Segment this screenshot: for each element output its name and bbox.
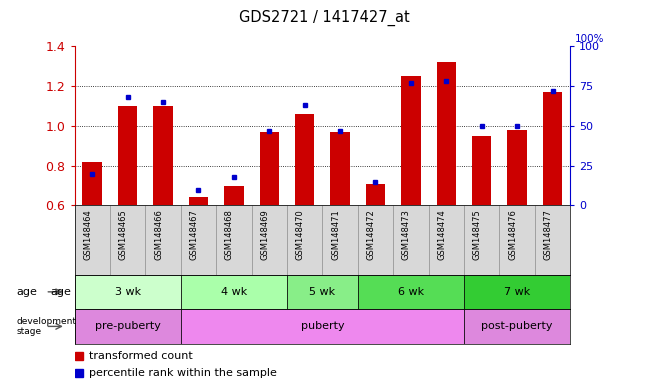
Text: 4 wk: 4 wk bbox=[221, 287, 247, 297]
Bar bbox=[358, 205, 393, 275]
Text: 100%: 100% bbox=[575, 35, 605, 45]
Text: GSM148465: GSM148465 bbox=[119, 209, 128, 260]
Text: 6 wk: 6 wk bbox=[398, 287, 424, 297]
Text: transformed count: transformed count bbox=[89, 351, 193, 361]
Text: GSM148475: GSM148475 bbox=[473, 209, 481, 260]
Bar bbox=[82, 162, 102, 205]
Bar bbox=[224, 185, 244, 205]
Text: age: age bbox=[51, 287, 71, 297]
Bar bbox=[154, 106, 173, 205]
Bar bbox=[393, 205, 428, 275]
Bar bbox=[287, 275, 358, 309]
Text: GSM148469: GSM148469 bbox=[260, 209, 270, 260]
Bar bbox=[75, 205, 110, 275]
Text: GSM148470: GSM148470 bbox=[295, 209, 305, 260]
Bar bbox=[181, 309, 464, 344]
Text: 7 wk: 7 wk bbox=[504, 287, 530, 297]
Text: puberty: puberty bbox=[301, 321, 344, 331]
Bar bbox=[464, 205, 500, 275]
Text: GSM148476: GSM148476 bbox=[508, 209, 517, 260]
Bar bbox=[189, 197, 208, 205]
Bar bbox=[181, 275, 287, 309]
Bar bbox=[75, 309, 181, 344]
Bar bbox=[260, 132, 279, 205]
Text: pre-puberty: pre-puberty bbox=[95, 321, 161, 331]
Bar bbox=[287, 205, 322, 275]
Bar bbox=[428, 205, 464, 275]
Bar bbox=[464, 275, 570, 309]
Text: GSM148471: GSM148471 bbox=[331, 209, 340, 260]
Bar bbox=[358, 275, 464, 309]
Bar bbox=[535, 205, 570, 275]
Text: GSM148472: GSM148472 bbox=[367, 209, 375, 260]
Text: GSM148477: GSM148477 bbox=[544, 209, 553, 260]
Bar bbox=[401, 76, 421, 205]
Text: age: age bbox=[16, 287, 37, 297]
Bar bbox=[437, 62, 456, 205]
Text: GSM148467: GSM148467 bbox=[189, 209, 198, 260]
Text: GSM148466: GSM148466 bbox=[154, 209, 163, 260]
Text: GSM148473: GSM148473 bbox=[402, 209, 411, 260]
Text: GSM148474: GSM148474 bbox=[437, 209, 446, 260]
Text: GDS2721 / 1417427_at: GDS2721 / 1417427_at bbox=[238, 10, 410, 26]
Bar bbox=[181, 205, 216, 275]
Bar bbox=[365, 184, 385, 205]
Bar bbox=[145, 205, 181, 275]
Bar bbox=[251, 205, 287, 275]
Bar bbox=[118, 106, 137, 205]
Text: GSM148468: GSM148468 bbox=[225, 209, 234, 260]
Bar bbox=[330, 132, 350, 205]
Text: post-puberty: post-puberty bbox=[481, 321, 553, 331]
Text: 3 wk: 3 wk bbox=[115, 287, 141, 297]
Text: development
stage: development stage bbox=[16, 317, 76, 336]
Bar bbox=[472, 136, 491, 205]
Bar bbox=[322, 205, 358, 275]
Bar bbox=[464, 309, 570, 344]
Bar bbox=[500, 205, 535, 275]
Text: percentile rank within the sample: percentile rank within the sample bbox=[89, 368, 277, 378]
Bar bbox=[216, 205, 251, 275]
Bar bbox=[543, 92, 562, 205]
Bar bbox=[110, 205, 145, 275]
Bar bbox=[75, 275, 181, 309]
Text: 5 wk: 5 wk bbox=[309, 287, 336, 297]
Bar bbox=[507, 130, 527, 205]
Text: GSM148464: GSM148464 bbox=[83, 209, 92, 260]
Bar bbox=[295, 114, 314, 205]
